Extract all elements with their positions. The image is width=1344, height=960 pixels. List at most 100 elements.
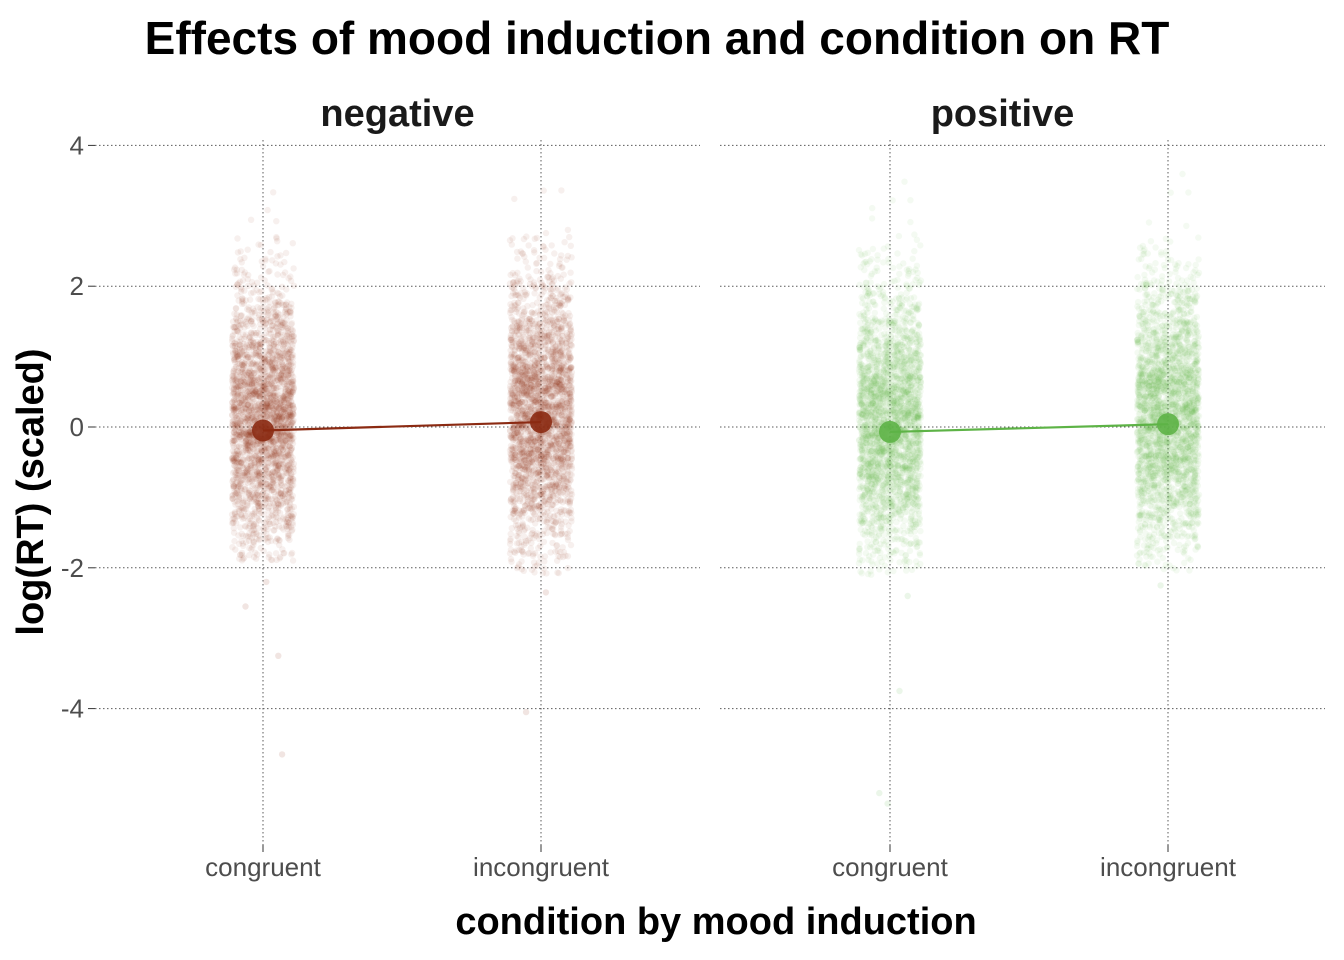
data-point [250, 553, 258, 561]
data-point [271, 469, 279, 476]
data-point [247, 439, 254, 446]
data-point [235, 421, 242, 428]
data-point [276, 436, 283, 443]
data-point [280, 320, 287, 327]
data-point [232, 270, 239, 277]
data-point [257, 305, 264, 312]
data-point [233, 471, 240, 479]
chart-title: Effects of mood induction and condition … [145, 12, 1170, 64]
data-point [283, 373, 290, 381]
data-point [233, 420, 240, 427]
data-point [288, 527, 295, 535]
data-point [263, 535, 270, 542]
data-point [270, 441, 277, 448]
data-point [279, 361, 286, 368]
y-tick-label: 2 [70, 271, 84, 301]
data-point [508, 241, 515, 248]
data-point [250, 289, 257, 296]
data-point [273, 421, 280, 428]
data-point [238, 286, 245, 293]
data-point [270, 189, 277, 196]
data-point [514, 304, 522, 311]
data-point [232, 305, 239, 312]
data-point [260, 489, 267, 496]
data-point [284, 523, 291, 530]
data-point [270, 513, 277, 520]
data-point [564, 564, 572, 572]
data-point [241, 405, 249, 412]
data-point [248, 476, 255, 483]
data-point [256, 478, 264, 486]
data-point [288, 515, 295, 522]
data-point [230, 481, 237, 488]
data-point [265, 554, 272, 561]
data-point [284, 530, 292, 538]
data-point [286, 432, 294, 440]
data-point [252, 453, 259, 460]
data-point [253, 454, 260, 461]
data-point [230, 403, 237, 410]
data-point [270, 445, 277, 453]
data-point [250, 492, 257, 499]
data-point [251, 408, 258, 416]
data-point [275, 464, 282, 471]
data-point [268, 314, 275, 321]
data-point [525, 273, 532, 280]
data-point [536, 276, 544, 283]
data-point [264, 296, 271, 303]
data-point [279, 368, 287, 375]
data-point [258, 446, 265, 453]
data-point [255, 469, 262, 476]
data-point [241, 413, 248, 421]
data-point [254, 279, 261, 286]
data-point [265, 473, 272, 480]
data-point [231, 429, 238, 437]
data-point [265, 359, 272, 366]
data-point [549, 501, 557, 509]
data-point [548, 242, 555, 249]
data-point [246, 434, 253, 441]
data-point [251, 494, 258, 501]
data-point [241, 347, 248, 354]
data-point [273, 444, 280, 452]
data-point [540, 187, 547, 194]
data-point [264, 400, 272, 407]
data-point [248, 493, 255, 501]
data-point [276, 358, 283, 365]
data-point [260, 511, 267, 518]
data-point [277, 417, 284, 424]
data-point [282, 433, 289, 440]
data-point [516, 477, 524, 484]
data-point [236, 341, 244, 348]
data-point [256, 400, 263, 407]
data-point [558, 187, 565, 194]
data-point [273, 481, 281, 488]
data-point [244, 369, 252, 376]
data-point [247, 422, 254, 429]
data-point [285, 486, 293, 493]
data-point [282, 415, 290, 422]
data-point [290, 405, 297, 412]
data-point [246, 465, 253, 472]
data-point [264, 376, 271, 384]
data-point [536, 294, 543, 301]
data-point [265, 459, 272, 467]
data-point [260, 313, 267, 320]
data-point [256, 289, 263, 296]
data-point [290, 282, 298, 289]
data-point [251, 345, 259, 352]
data-point [283, 332, 291, 339]
data-point [234, 466, 241, 473]
data-point [272, 417, 279, 424]
data-point [277, 350, 284, 357]
data-point [269, 487, 276, 494]
data-point [533, 234, 540, 242]
data-point [287, 358, 294, 365]
data-point [257, 440, 264, 447]
data-point [255, 503, 262, 511]
data-point [282, 467, 290, 474]
data-point [257, 441, 264, 448]
data-point [269, 366, 276, 373]
data-point [283, 421, 290, 428]
data-point [274, 410, 281, 417]
